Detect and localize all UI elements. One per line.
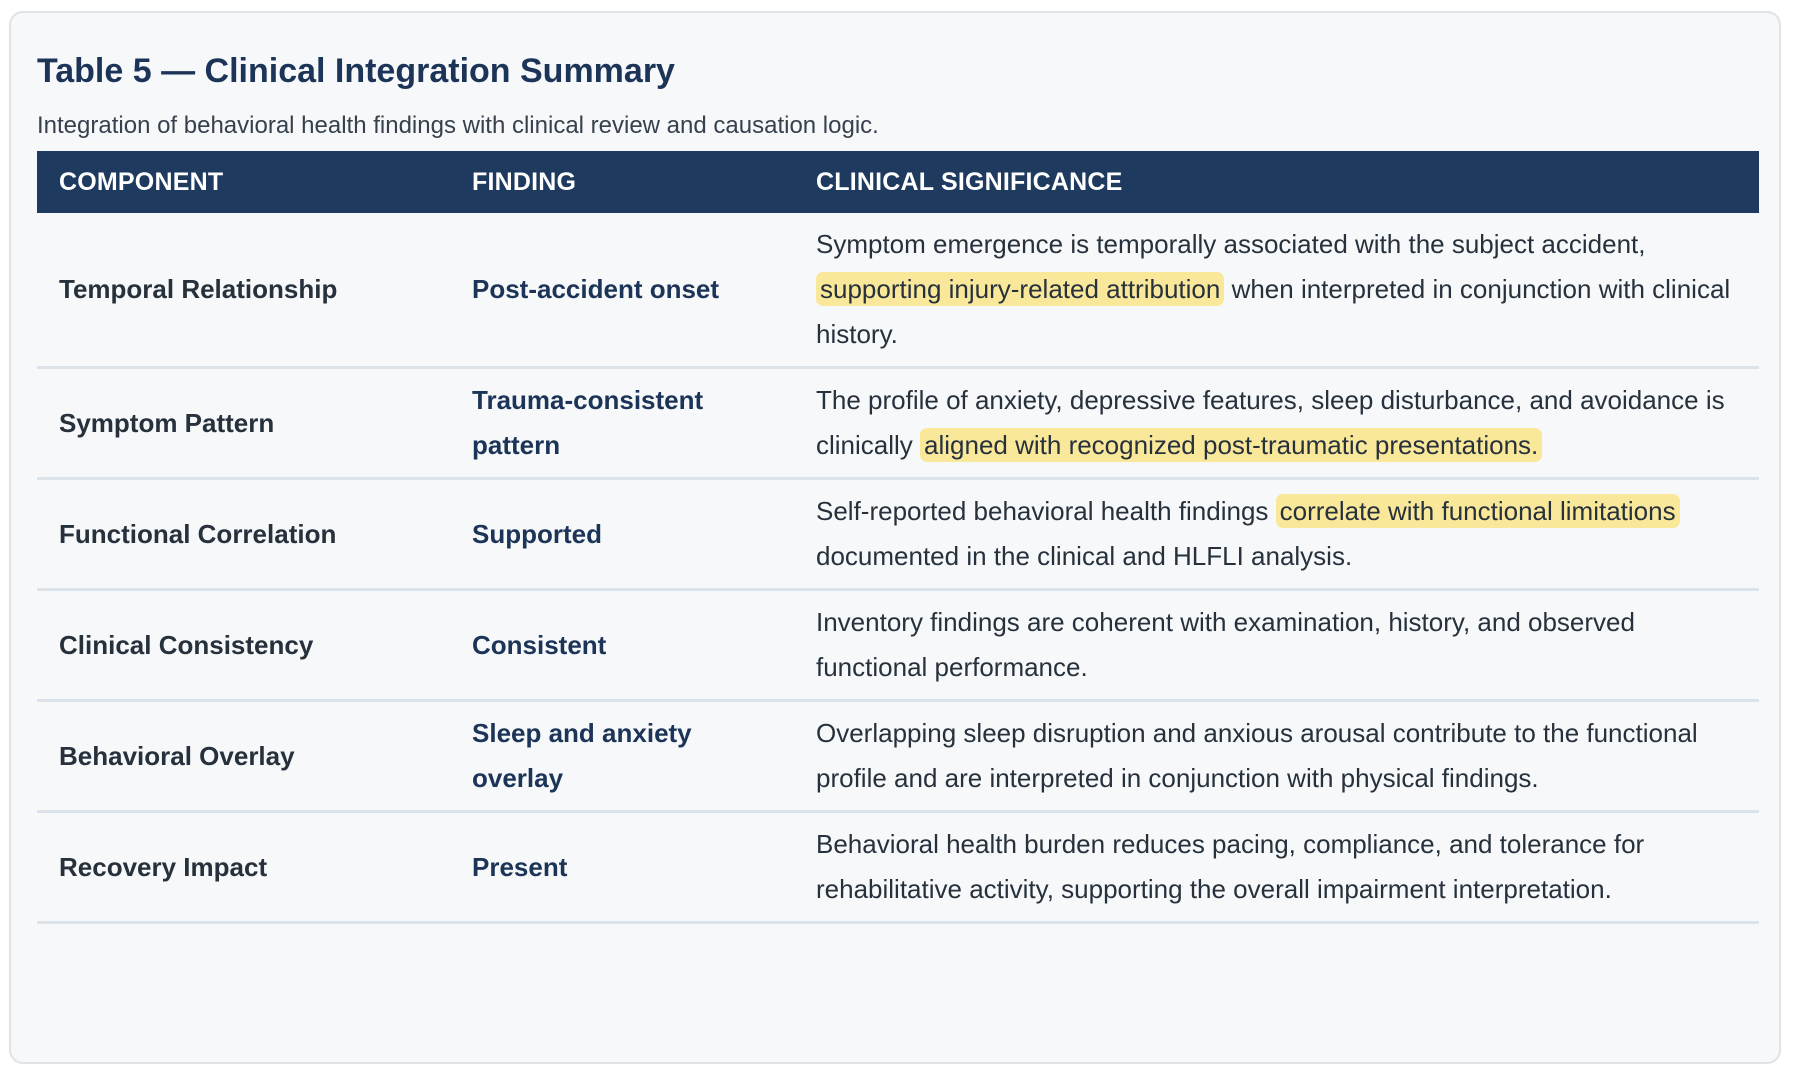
highlighted-text: correlate with functional limitations	[1275, 494, 1680, 528]
significance-cell: Symptom emergence is temporally associat…	[794, 213, 1759, 369]
component-cell: Clinical Consistency	[37, 589, 450, 702]
table-row: Temporal Relationship Post-accident onset…	[37, 213, 1759, 369]
column-header: CLINICAL SIGNIFICANCE	[794, 151, 1759, 213]
highlighted-text: aligned with recognized post-traumatic p…	[920, 428, 1543, 462]
table-row: Behavioral Overlay Sleep and anxiety over…	[37, 700, 1759, 813]
text-segment: documented in the clinical and HLFLI ana…	[816, 541, 1353, 571]
table-head: COMPONENT FINDING CLINICAL SIGNIFICANCE	[37, 151, 1759, 213]
text-segment: Self-reported behavioral health findings	[816, 496, 1276, 526]
text-segment: Overlapping sleep disruption and anxious…	[816, 718, 1698, 793]
column-header: COMPONENT	[37, 151, 450, 213]
significance-cell: The profile of anxiety, depressive featu…	[794, 367, 1759, 480]
finding-cell: Present	[450, 811, 794, 924]
text-segment: Inventory findings are coherent with exa…	[816, 607, 1635, 682]
significance-cell: Behavioral health burden reduces pacing,…	[794, 811, 1759, 924]
finding-cell: Trauma-consistent pattern	[450, 367, 794, 480]
significance-cell: Inventory findings are coherent with exa…	[794, 589, 1759, 702]
finding-cell: Consistent	[450, 589, 794, 702]
text-segment: The profile of anxiety, depressive featu…	[816, 385, 1725, 460]
finding-cell: Sleep and anxiety overlay	[450, 700, 794, 813]
component-cell: Behavioral Overlay	[37, 700, 450, 813]
significance-cell: Self-reported behavioral health findings…	[794, 478, 1759, 591]
column-header: FINDING	[450, 151, 794, 213]
highlighted-text: supporting injury-related attribution	[816, 272, 1225, 306]
table-subtitle: Integration of behavioral health finding…	[37, 112, 879, 139]
finding-cell: Supported	[450, 478, 794, 591]
table-body: Temporal Relationship Post-accident onset…	[37, 213, 1759, 924]
table-row: Recovery Impact Present Behavioral health …	[37, 811, 1759, 924]
component-cell: Recovery Impact	[37, 811, 450, 924]
text-segment: Symptom emergence is temporally associat…	[816, 229, 1646, 259]
text-segment: Behavioral health burden reduces pacing,…	[816, 829, 1645, 904]
summary-table: COMPONENT FINDING CLINICAL SIGNIFICANCE Te…	[37, 151, 1759, 924]
significance-cell: Overlapping sleep disruption and anxious…	[794, 700, 1759, 813]
component-cell: Functional Correlation	[37, 478, 450, 591]
table-row: Clinical Consistency Consistent Inventory …	[37, 589, 1759, 702]
component-cell: Symptom Pattern	[37, 367, 450, 480]
table-card: Table 5 — Clinical Integration Summary I…	[9, 11, 1781, 1064]
text-segment: when interpreted in conjunction with cli…	[816, 274, 1731, 349]
component-cell: Temporal Relationship	[37, 213, 450, 369]
table-title: Table 5 — Clinical Integration Summary	[37, 52, 675, 90]
table-row: Functional Correlation Supported Self-repo…	[37, 478, 1759, 591]
table-row: Symptom Pattern Trauma-consistent pattern…	[37, 367, 1759, 480]
finding-cell: Post-accident onset	[450, 213, 794, 369]
header-row: COMPONENT FINDING CLINICAL SIGNIFICANCE	[37, 151, 1759, 213]
